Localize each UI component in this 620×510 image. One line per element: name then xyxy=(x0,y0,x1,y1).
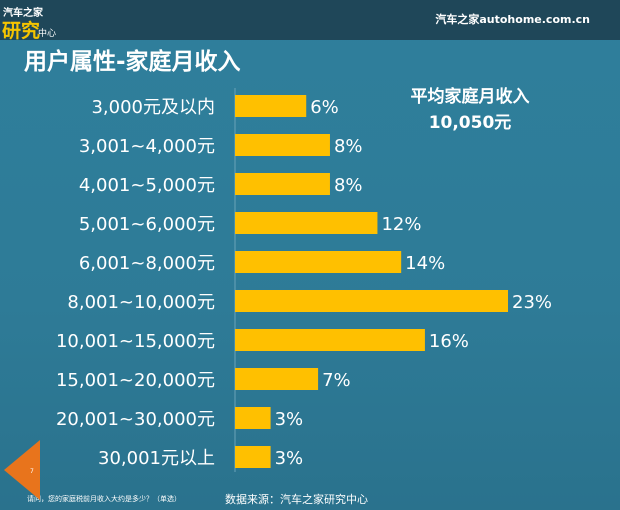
bar xyxy=(235,134,330,156)
category-label: 3,001~4,000元 xyxy=(79,136,215,157)
category-label: 30,001元以上 xyxy=(98,448,215,469)
category-label: 10,001~15,000元 xyxy=(56,331,215,352)
category-label: 15,001~20,000元 xyxy=(56,370,215,391)
average-income-box: 平均家庭月收入 10,050元 xyxy=(390,84,550,136)
page-title: 用户属性-家庭月收入 xyxy=(24,49,241,75)
data-label: 8% xyxy=(334,175,363,196)
data-label: 12% xyxy=(381,214,421,235)
logo-top: 汽车之家 xyxy=(3,8,43,19)
bar xyxy=(235,251,402,273)
data-label: 7% xyxy=(322,370,351,391)
average-value: 10,050元 xyxy=(428,113,512,133)
data-label: 3% xyxy=(275,409,304,430)
category-label: 6,001~8,000元 xyxy=(79,253,215,274)
bar xyxy=(235,368,319,390)
logo-sub: 中心 xyxy=(38,29,57,39)
bar xyxy=(235,173,330,195)
site-name: 汽车之家autohome.com.cn xyxy=(435,13,590,26)
bar xyxy=(235,212,378,234)
data-label: 3% xyxy=(275,448,304,469)
data-label: 14% xyxy=(405,253,445,274)
bar xyxy=(235,407,271,429)
header-bar: 汽车之家 研究 中心 汽车之家autohome.com.cn xyxy=(0,0,620,42)
category-label: 5,001~6,000元 xyxy=(79,214,215,235)
logo-main: 研究 xyxy=(2,20,41,42)
page-marker-shape xyxy=(4,440,40,500)
data-label: 23% xyxy=(512,292,552,313)
page-number: 7 xyxy=(30,468,34,475)
question-note: 请问，您的家庭税前月收入大约是多少？（单选） xyxy=(27,495,181,503)
category-label: 4,001~5,000元 xyxy=(79,175,215,196)
bar xyxy=(235,446,271,468)
bar xyxy=(235,329,425,351)
data-label: 16% xyxy=(429,331,469,352)
category-label: 3,000元及以内 xyxy=(91,97,215,118)
category-label: 8,001~10,000元 xyxy=(67,292,215,313)
average-label: 平均家庭月收入 xyxy=(410,87,530,107)
category-label: 20,001~30,000元 xyxy=(56,409,215,430)
bar xyxy=(235,290,509,312)
data-label: 8% xyxy=(334,136,363,157)
page-marker: 7 xyxy=(4,440,40,500)
bar xyxy=(235,95,307,117)
data-source: 数据来源：汽车之家研究中心 xyxy=(225,493,368,506)
data-label: 6% xyxy=(310,97,339,118)
